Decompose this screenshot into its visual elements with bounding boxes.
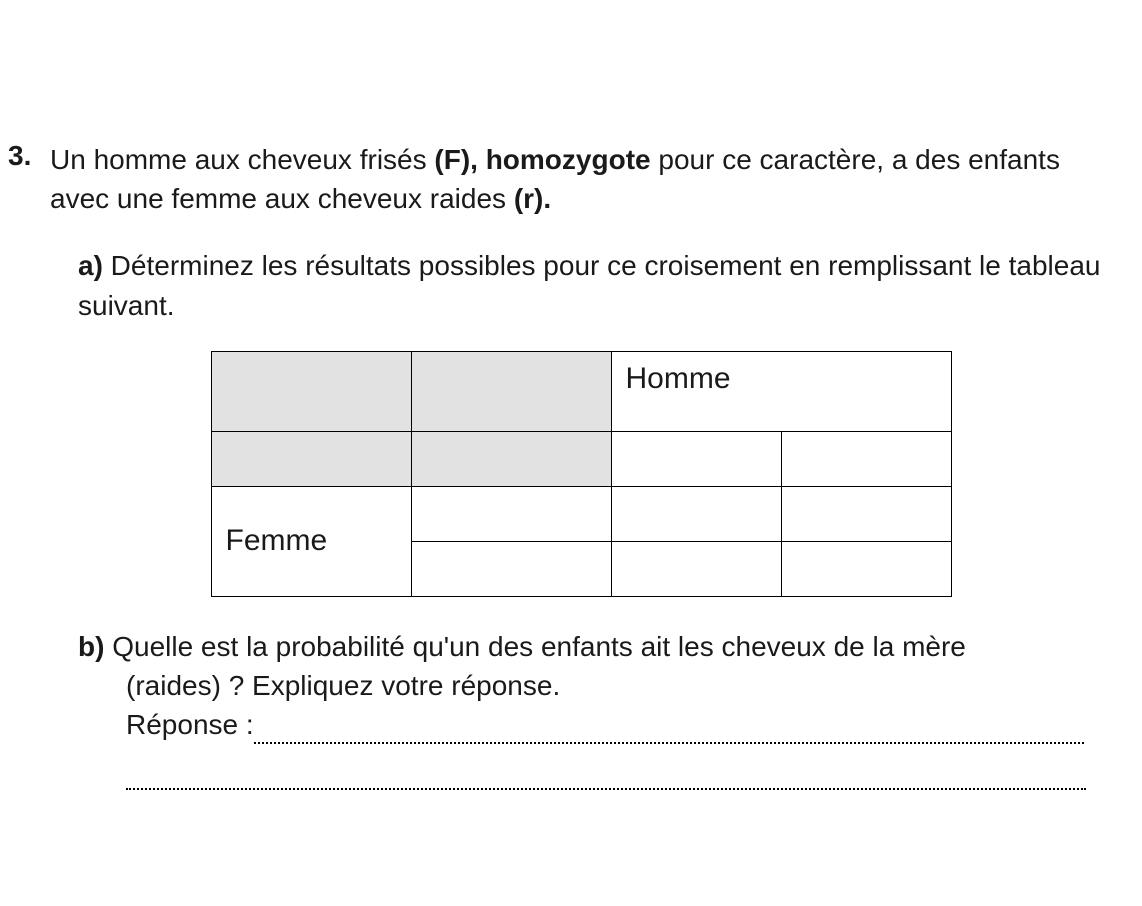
cell-r1c2-shaded: [411, 351, 611, 431]
intro-bold-1: (F), homozygote: [434, 144, 650, 175]
part-b-label: b): [78, 631, 104, 662]
cell-r2c1-shaded: [211, 431, 411, 486]
cell-r2c4: [781, 431, 951, 486]
answer-blank-2[interactable]: [126, 757, 1086, 790]
part-a: a) Déterminez les résultats possibles po…: [78, 246, 1112, 324]
part-a-label: a): [78, 250, 103, 281]
answer-blank-1[interactable]: [254, 712, 1084, 745]
question-number: 3.: [8, 140, 31, 172]
cell-r3c4: [781, 486, 951, 541]
cell-r1c1-shaded: [211, 351, 411, 431]
cell-r3c3: [611, 486, 781, 541]
intro-bold-2: (r).: [514, 183, 551, 214]
part-b-line1: Quelle est la probabilité qu'un des enfa…: [104, 631, 965, 662]
part-b: b) Quelle est la probabilité qu'un des e…: [50, 627, 1112, 790]
cell-r4c4: [781, 541, 951, 596]
exercise-page: 3. Un homme aux cheveux frisés (F), homo…: [0, 0, 1142, 906]
cell-r2c2-shaded: [411, 431, 611, 486]
cell-r4c2: [411, 541, 611, 596]
header-homme: Homme: [611, 351, 951, 431]
reponse-row: Réponse :: [126, 705, 1112, 744]
cell-r3c2: [411, 486, 611, 541]
reponse-label: Réponse :: [126, 709, 254, 740]
part-a-text: Déterminez les résultats possibles pour …: [78, 250, 1101, 320]
punnett-table: Homme Femme: [211, 351, 952, 597]
header-femme: Femme: [211, 486, 411, 596]
question-body: Un homme aux cheveux frisés (F), homozyg…: [50, 140, 1112, 790]
cell-r2c3: [611, 431, 781, 486]
answer-blank-row2: [126, 750, 1112, 789]
intro-text-1: Un homme aux cheveux frisés: [50, 144, 434, 175]
cell-r4c3: [611, 541, 781, 596]
punnett-table-container: Homme Femme: [50, 351, 1112, 597]
question-intro: Un homme aux cheveux frisés (F), homozyg…: [50, 140, 1112, 218]
part-b-line2: (raides) ? Expliquez votre réponse.: [126, 666, 1112, 705]
